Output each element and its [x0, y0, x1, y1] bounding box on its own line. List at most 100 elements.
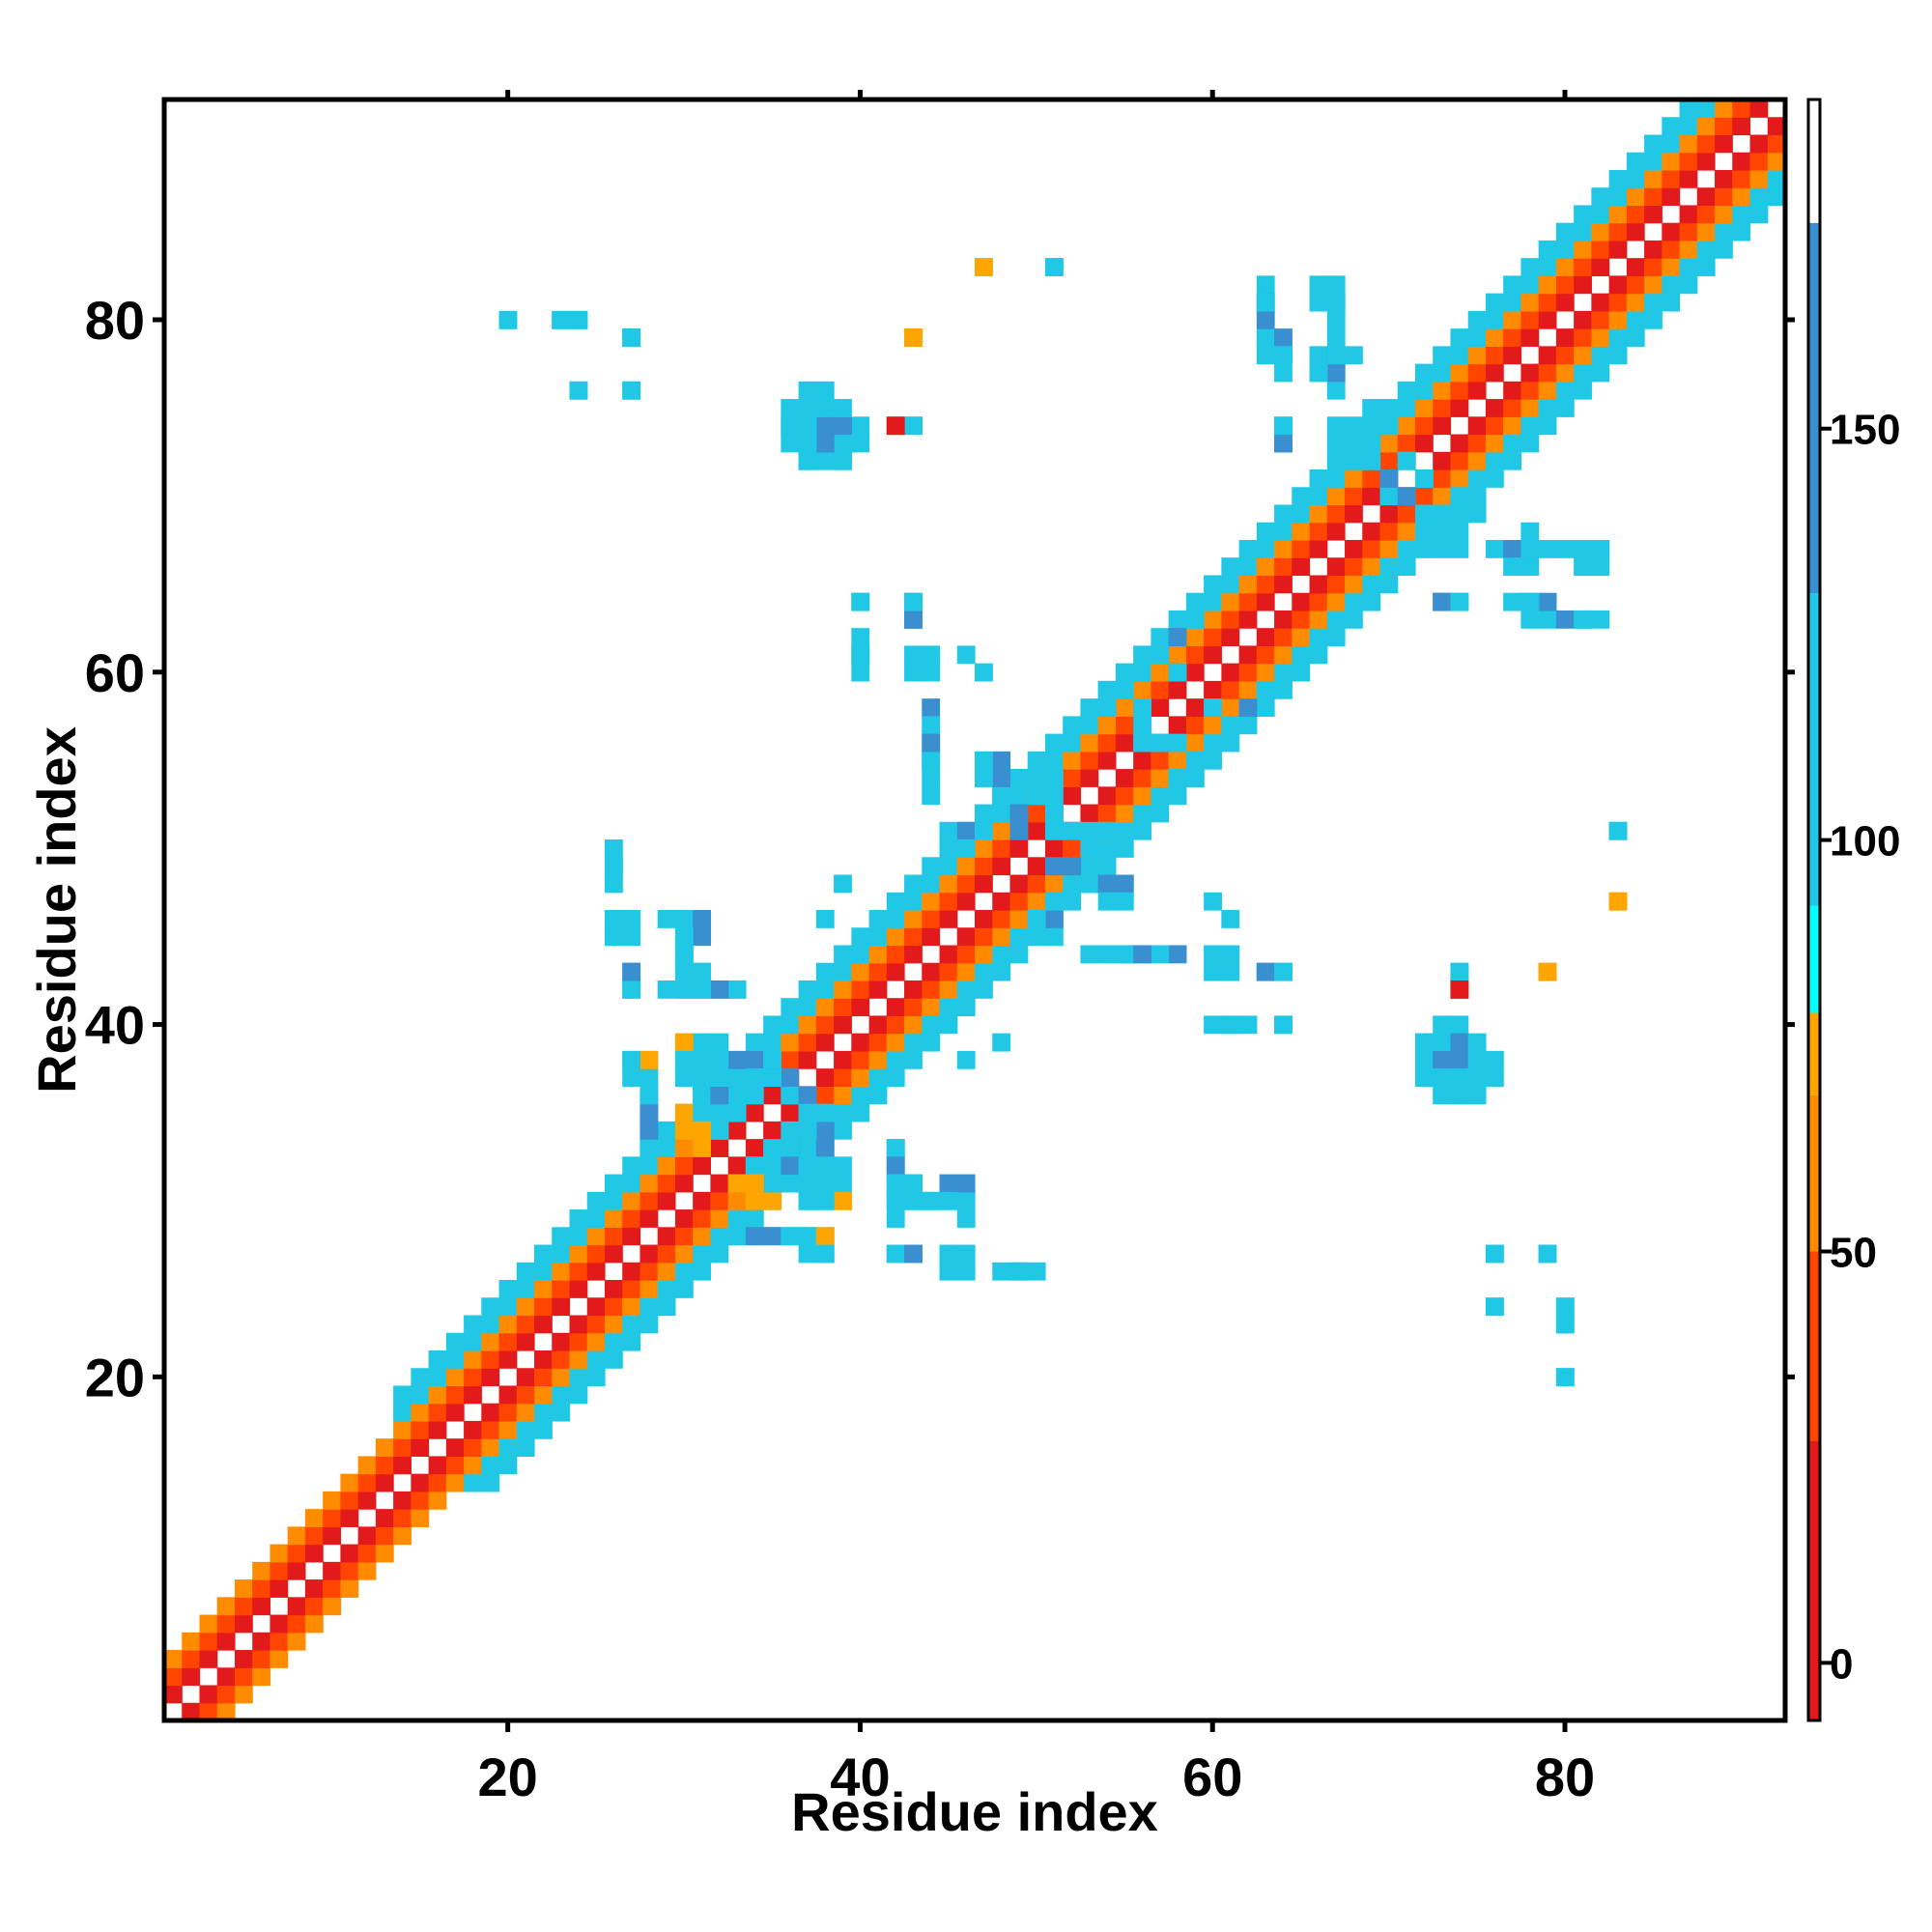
heatmap-cell [1715, 222, 1733, 242]
heatmap-cell [1080, 821, 1099, 840]
heatmap-cell [516, 1420, 535, 1439]
heatmap-cell [534, 1297, 553, 1317]
heatmap-cell [657, 1121, 676, 1140]
heatmap-cell [781, 1227, 800, 1246]
heatmap-cell [516, 1297, 535, 1317]
heatmap-cell [1679, 152, 1698, 171]
heatmap-cell [1063, 769, 1082, 787]
heatmap-cell [1292, 557, 1311, 577]
heatmap-cell [1662, 275, 1681, 295]
heatmap-cell [1503, 328, 1522, 347]
heatmap-cell [1520, 275, 1540, 295]
heatmap-cell [1345, 504, 1363, 524]
heatmap-cell [1503, 539, 1522, 558]
heatmap-cell [1326, 434, 1346, 453]
heatmap-cell [516, 1332, 535, 1351]
heatmap-cell [1345, 592, 1363, 611]
heatmap-cell [1168, 751, 1187, 770]
heatmap-cell [745, 1209, 764, 1228]
heatmap-cell [886, 1139, 905, 1157]
heatmap-cell [956, 945, 976, 964]
heatmap-cell [781, 1015, 800, 1035]
heatmap-cell [1256, 346, 1275, 365]
heatmap-cell [763, 1015, 781, 1035]
heatmap-cell [445, 1403, 465, 1422]
heatmap-cell [815, 1015, 835, 1035]
heatmap-cell [1221, 698, 1240, 717]
heatmap-cell [868, 945, 888, 964]
heatmap-cell [1274, 680, 1293, 699]
heatmap-cell [1080, 716, 1099, 735]
heatmap-cell [1309, 575, 1328, 594]
heatmap-cell [1009, 874, 1029, 894]
heatmap-cell [1185, 628, 1205, 647]
heatmap-cell [710, 1103, 729, 1122]
heatmap-cell [745, 1033, 764, 1052]
heatmap-cell [1185, 592, 1205, 611]
heatmap-cell [1662, 169, 1681, 188]
heatmap-cell [1503, 451, 1522, 470]
heatmap-cell [1414, 1068, 1434, 1087]
y-axis: 20 40 60 80 [85, 290, 1795, 1407]
heatmap-cell [1503, 381, 1522, 400]
heatmap-cell [1133, 786, 1151, 806]
heatmap-cell [1238, 575, 1258, 594]
heatmap-cell [1151, 663, 1170, 682]
heatmap-cell [992, 751, 1011, 770]
heatmap-cell [693, 1068, 712, 1087]
heatmap-cell [622, 1262, 641, 1281]
heatmap-cell [763, 1191, 781, 1210]
heatmap-cell [1414, 1033, 1434, 1052]
heatmap-cell [1520, 381, 1540, 400]
heatmap-cell [922, 998, 941, 1017]
heatmap-cell [1362, 487, 1381, 506]
heatmap-cell [1591, 205, 1610, 224]
heatmap-cell [1115, 839, 1134, 858]
heatmap-cell [1608, 293, 1628, 312]
heatmap-cell [1115, 821, 1134, 840]
heatmap-cell [815, 1174, 835, 1193]
heatmap-cell [234, 1597, 253, 1616]
x-tick-label: 60 [1182, 1747, 1242, 1807]
heatmap-cell [445, 1350, 465, 1369]
colorbar-band [1808, 1251, 1820, 1441]
heatmap-cell [1626, 328, 1645, 347]
heatmap-cell [498, 1403, 518, 1422]
heatmap-cell [975, 945, 993, 964]
heatmap-cell [922, 1033, 941, 1052]
heatmap-cell [1379, 487, 1399, 506]
heatmap-cell [674, 945, 694, 964]
heatmap-cell [1326, 416, 1346, 436]
heatmap-cell [1574, 275, 1592, 295]
heatmap-cell [1467, 1068, 1487, 1087]
heatmap-cell [1574, 310, 1592, 329]
heatmap-cell [939, 945, 958, 964]
heatmap-cell [922, 663, 941, 682]
heatmap-cell [1133, 733, 1151, 753]
heatmap-cell [657, 910, 676, 928]
heatmap-cell [481, 1438, 500, 1458]
heatmap-cell [798, 1015, 817, 1035]
heatmap-cell [815, 1086, 835, 1105]
heatmap-cell [992, 927, 1011, 947]
heatmap-cell [252, 1667, 271, 1687]
heatmap-cell [1520, 328, 1540, 347]
heatmap-cell [1238, 557, 1258, 577]
heatmap-cell [922, 769, 941, 787]
heatmap-cell [727, 1227, 747, 1246]
heatmap-cell [1608, 892, 1628, 911]
heatmap-cell [1204, 962, 1222, 981]
heatmap-cell [975, 258, 993, 276]
heatmap-cell [939, 892, 958, 911]
heatmap-cell [904, 328, 923, 347]
heatmap-cell [1274, 645, 1293, 665]
heatmap-cell [1467, 310, 1487, 329]
heatmap-cell [411, 1403, 430, 1422]
heatmap-cell [1485, 434, 1504, 453]
heatmap-cell [1503, 293, 1522, 312]
heatmap-cell [1662, 293, 1681, 312]
heatmap-cell [1168, 769, 1187, 787]
heatmap-cell [1151, 698, 1170, 717]
heatmap-cell [798, 998, 817, 1017]
heatmap-cell [534, 1350, 553, 1369]
